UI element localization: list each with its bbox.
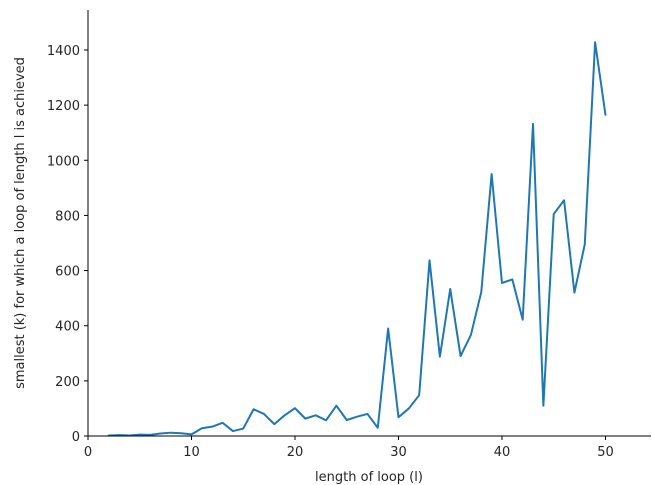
y-axis-label: smallest (k) for which a loop of length …: [13, 57, 28, 389]
y-tick-label: 600: [55, 265, 80, 280]
x-tick-label: 50: [597, 445, 614, 460]
x-tick-label: 30: [390, 445, 407, 460]
x-tick-label: 0: [84, 445, 92, 460]
y-tick-label: 1200: [47, 99, 80, 114]
x-tick-label: 40: [494, 445, 511, 460]
y-tick-label: 800: [55, 209, 80, 224]
series-line: [107, 41, 607, 437]
x-tick-label: 10: [183, 445, 200, 460]
y-tick-label: 1000: [47, 154, 80, 169]
y-tick-label: 400: [55, 320, 80, 335]
y-tick-label: 200: [55, 375, 80, 390]
x-axis-label: length of loop (l): [315, 470, 423, 485]
y-axis-ticks: 0 200 400 600 800 1000 1200 1400: [47, 44, 88, 445]
plot-area: [107, 41, 607, 437]
y-tick-label: 1400: [47, 44, 80, 59]
y-tick-label: 0: [72, 430, 80, 445]
x-tick-label: 20: [287, 445, 304, 460]
x-axis-ticks: 0 10 20 30 40 50: [84, 436, 614, 460]
